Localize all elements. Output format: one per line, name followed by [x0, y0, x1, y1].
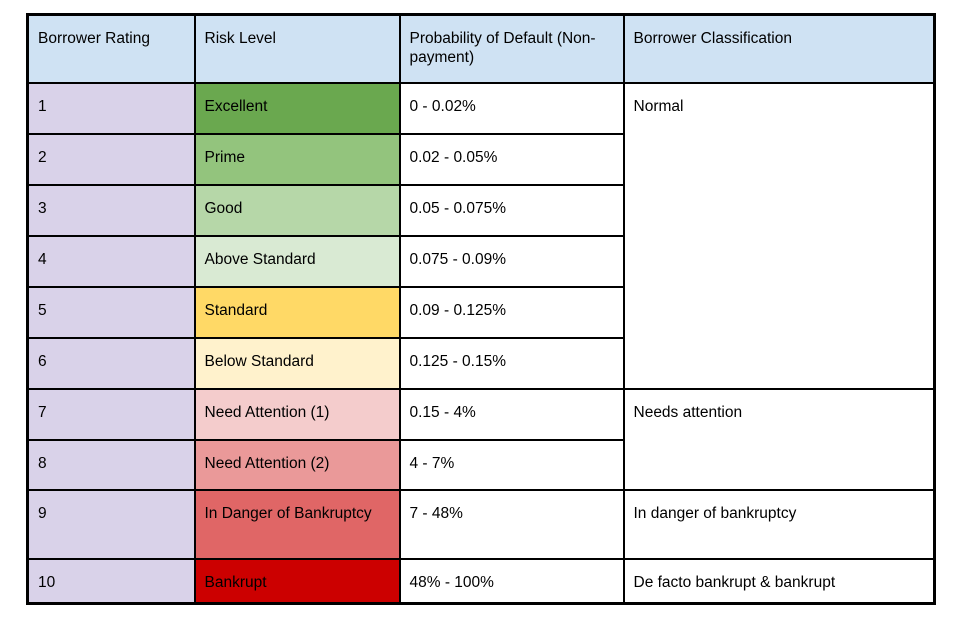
- table-row-3: 3 Good 0.05 - 0.075%: [26, 183, 935, 237]
- column-header-borrower-rating: Borrower Rating: [26, 13, 196, 84]
- probability-cell-4: 0.075 - 0.09%: [398, 234, 625, 288]
- rating-cell-3: 3: [26, 183, 196, 237]
- header-row: Borrower Rating Risk Level Probability o…: [26, 13, 936, 84]
- table-row-5: 5 Standard 0.09 - 0.125%: [26, 285, 935, 339]
- classification-cell-de-facto-bankrupt: De facto bankrupt & bankrupt: [622, 557, 936, 605]
- risk-level-cell-need-attention-1: Need Attention (1): [193, 387, 401, 441]
- rating-cell-2: 2: [26, 132, 196, 186]
- probability-cell-10: 48% - 100%: [398, 557, 625, 605]
- rating-cell-4: 4: [26, 234, 196, 288]
- table-row-6: 6 Below Standard 0.125 - 0.15%: [26, 336, 935, 390]
- risk-level-cell-above-standard: Above Standard: [193, 234, 401, 288]
- probability-cell-3: 0.05 - 0.075%: [398, 183, 625, 237]
- borrower-rating-table: Borrower Rating Risk Level Probability o…: [26, 13, 936, 605]
- rating-cell-7: 7: [26, 387, 196, 441]
- table-row-7: 7 Need Attention (1) 0.15 - 4% Needs att…: [26, 387, 936, 491]
- risk-level-cell-good: Good: [193, 183, 401, 237]
- risk-level-cell-in-danger-of-bankruptcy: In Danger of Bankruptcy: [193, 488, 401, 560]
- table-row-2: 2 Prime 0.02 - 0.05%: [26, 132, 935, 186]
- probability-cell-1: 0 - 0.02%: [398, 81, 625, 135]
- risk-level-cell-bankrupt: Bankrupt: [193, 557, 401, 605]
- probability-cell-2: 0.02 - 0.05%: [398, 132, 625, 186]
- classification-cell-normal: Normal: [622, 81, 936, 390]
- risk-level-cell-standard: Standard: [193, 285, 401, 339]
- column-header-probability-of-default: Probability of Default (Non-payment): [398, 13, 625, 84]
- rating-cell-10: 10: [26, 557, 196, 605]
- column-header-risk-level: Risk Level: [193, 13, 401, 84]
- probability-cell-5: 0.09 - 0.125%: [398, 285, 625, 339]
- classification-cell-in-danger-of-bankruptcy: In danger of bankruptcy: [622, 488, 936, 560]
- classification-cell-needs-attention: Needs attention: [622, 387, 936, 491]
- probability-cell-7: 0.15 - 4%: [398, 387, 625, 441]
- probability-cell-9: 7 - 48%: [398, 488, 625, 560]
- risk-level-cell-excellent: Excellent: [193, 81, 401, 135]
- rating-cell-8: 8: [26, 438, 196, 491]
- table-row-1: 1 Excellent 0 - 0.02% Normal: [26, 81, 936, 390]
- column-header-borrower-classification: Borrower Classification: [622, 13, 936, 84]
- rating-cell-5: 5: [26, 285, 196, 339]
- rating-cell-1: 1: [26, 81, 196, 135]
- probability-cell-6: 0.125 - 0.15%: [398, 336, 625, 390]
- rating-cell-6: 6: [26, 336, 196, 390]
- risk-level-cell-need-attention-2: Need Attention (2): [193, 438, 401, 491]
- risk-level-cell-prime: Prime: [193, 132, 401, 186]
- table-row-9: 9 In Danger of Bankruptcy 7 - 48% In dan…: [26, 488, 936, 560]
- risk-level-cell-below-standard: Below Standard: [193, 336, 401, 390]
- table-row-8: 8 Need Attention (2) 4 - 7%: [26, 438, 935, 491]
- table-row-4: 4 Above Standard 0.075 - 0.09%: [26, 234, 935, 288]
- rating-cell-9: 9: [26, 488, 196, 560]
- table-row-10: 10 Bankrupt 48% - 100% De facto bankrupt…: [26, 557, 936, 605]
- probability-cell-8: 4 - 7%: [398, 438, 625, 491]
